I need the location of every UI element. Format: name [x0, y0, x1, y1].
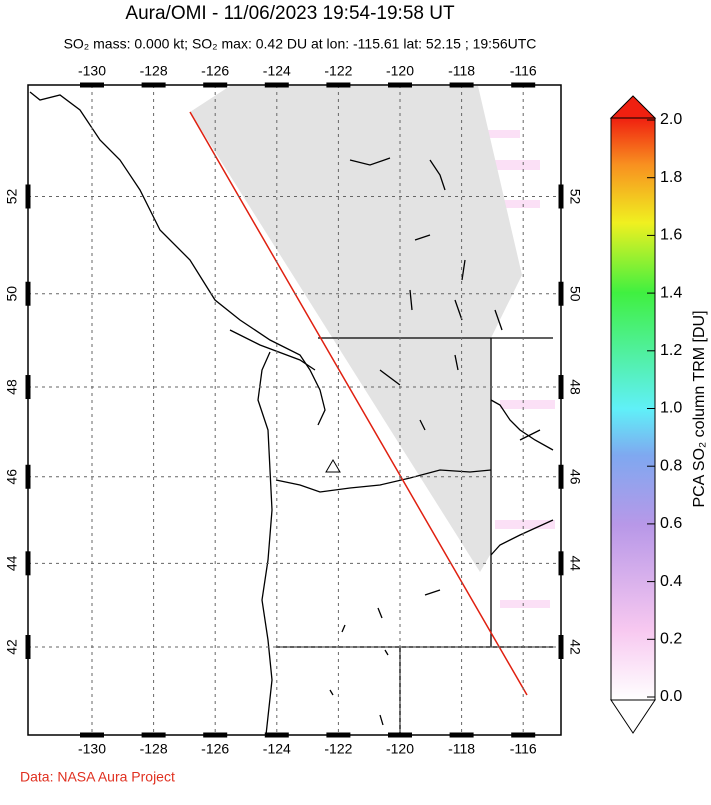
colorbar-tick-label: 0.2 [660, 631, 682, 648]
lat-tick-label: 50 [4, 286, 20, 302]
lon-tick-label: -120 [386, 63, 414, 79]
lon-tick-label: -126 [201, 63, 229, 79]
lon-tick-label: -120 [386, 741, 414, 757]
colorbar-tick-label: 1.2 [660, 342, 682, 359]
subtitle: SO₂ mass: 0.000 kt; SO₂ max: 0.42 DU at … [64, 36, 537, 52]
colorbar-tick-label: 1.0 [660, 400, 682, 417]
lon-tick-label: -118 [448, 741, 475, 757]
map-frame [27, 84, 562, 736]
coastlines [29, 91, 554, 735]
lon-tick-label: -116 [510, 63, 537, 79]
lat-tick-label: 50 [567, 286, 583, 302]
lat-tick-label: 42 [567, 639, 583, 655]
volcano-marker [325, 459, 341, 473]
map-layers [28, 85, 561, 735]
lon-tick-label: -122 [324, 63, 352, 79]
lon-tick-label: -124 [263, 63, 291, 79]
colorbar-tick-label: 1.8 [660, 169, 682, 186]
lat-tick-label: 48 [567, 379, 583, 395]
lat-tick-label: 48 [4, 379, 20, 395]
lat-tick-label: 42 [4, 639, 20, 655]
colorbar-tick-label: 0.4 [660, 573, 682, 590]
colorbar-tick-label: 0.8 [660, 457, 682, 474]
lon-tick-label: -126 [201, 741, 229, 757]
lon-tick-label: -128 [140, 63, 168, 79]
colorbar-tick-label: 1.4 [660, 284, 682, 301]
swath-edge [189, 111, 528, 696]
colorbar-max-arrow [609, 95, 657, 119]
title: Aura/OMI - 11/06/2023 19:54-19:58 UT [125, 3, 455, 24]
lat-tick-label: 52 [567, 189, 583, 205]
credit: Data: NASA Aura Project [20, 769, 175, 785]
lat-tick-label: 46 [4, 469, 20, 485]
lon-tick-label: -118 [448, 63, 475, 79]
lon-tick-label: -124 [263, 741, 291, 757]
lat-tick-label: 44 [4, 555, 20, 571]
lat-tick-label: 44 [567, 556, 583, 572]
colorbar-tick-label: 2.0 [660, 111, 682, 128]
colorbar-min-arrow [610, 699, 656, 734]
lon-tick-label: -122 [324, 741, 352, 757]
colorbar-tick-label: 0.6 [660, 515, 682, 532]
lat-tick-label: 52 [4, 188, 20, 204]
colorbar-tick-label: 1.6 [660, 227, 682, 244]
colorbar-tick-label: 0.0 [660, 688, 682, 705]
lon-tick-label: -130 [78, 63, 106, 79]
lon-tick-label: -116 [510, 741, 537, 757]
no-data-swath [190, 86, 522, 572]
lon-tick-label: -128 [140, 741, 168, 757]
colorbar-label: PCA SO₂ column TRM [DU] [691, 310, 708, 507]
lat-tick-label: 46 [567, 469, 583, 485]
pixel-stripes [460, 130, 555, 608]
lon-tick-label: -130 [78, 741, 106, 757]
